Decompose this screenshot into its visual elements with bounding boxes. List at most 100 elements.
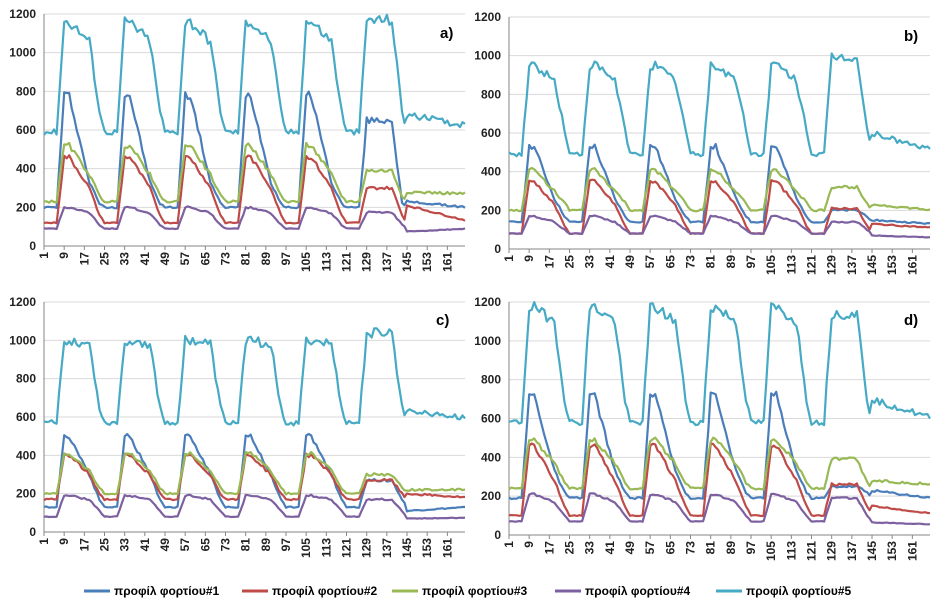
x-tick-label: 89	[724, 541, 738, 555]
series-line-1	[508, 142, 930, 225]
x-tick-label: 153	[420, 538, 434, 558]
x-tick-label: 97	[279, 538, 293, 552]
y-tick-label: 200	[481, 489, 501, 503]
x-tick-label: 41	[603, 255, 617, 269]
y-tick-label: 0	[29, 525, 36, 539]
panel-d: 0 200 400 600 800 1000 1200 1 9 17 25 33 41 49 57 65 73 8…	[474, 295, 931, 561]
x-tick-label: 121	[340, 252, 354, 272]
y-tick-label: 1000	[474, 49, 501, 63]
panel-label: a)	[440, 25, 453, 42]
x-tick-label: 17	[542, 541, 556, 555]
x-tick-label: 153	[420, 252, 434, 272]
legend-label: προφίλ φορτίου#1	[114, 584, 220, 598]
x-tick-label: 73	[219, 538, 233, 552]
x-tick-label: 49	[158, 538, 172, 552]
x-tick-label: 33	[118, 252, 132, 266]
series-line-2	[508, 178, 931, 235]
series-line-4	[43, 205, 466, 233]
x-tick-label: 145	[865, 541, 879, 561]
panel-label: c)	[436, 312, 449, 329]
y-tick-label: 1000	[9, 46, 36, 60]
x-tick-label: 49	[623, 541, 637, 555]
x-tick-label: 17	[542, 255, 556, 269]
y-tick-label: 400	[16, 448, 36, 462]
x-tick-label: 129	[825, 255, 839, 275]
x-tick-label: 137	[380, 538, 394, 558]
x-tick-label: 41	[603, 541, 617, 555]
x-tick-label: 137	[380, 252, 394, 272]
x-tick-label: 57	[178, 252, 192, 266]
x-tick-label: 113	[319, 538, 333, 558]
legend-label: προφίλ φορτίου#4	[585, 584, 691, 598]
x-tick-label: 17	[77, 538, 91, 552]
series-line-5	[508, 52, 931, 158]
x-tick-label: 17	[77, 252, 91, 266]
x-tick-label: 105	[299, 252, 313, 272]
x-tick-label: 81	[704, 255, 718, 269]
x-tick-label: 9	[522, 255, 536, 262]
y-tick-label: 600	[16, 410, 36, 424]
x-tick-label: 65	[663, 541, 677, 555]
x-tick-label: 137	[845, 255, 859, 275]
panel-label: d)	[904, 312, 918, 329]
series-line-4	[508, 492, 930, 526]
y-tick-label: 200	[16, 487, 36, 501]
y-tick-label: 600	[16, 123, 36, 137]
x-tick-label: 41	[138, 252, 152, 266]
x-tick-label: 145	[400, 252, 414, 272]
x-tick-label: 97	[744, 255, 758, 269]
series-line-4	[43, 493, 466, 520]
y-tick-label: 400	[481, 450, 501, 464]
x-tick-label: 89	[259, 538, 273, 552]
x-tick-label: 9	[522, 541, 536, 548]
series-line-2	[43, 452, 466, 502]
x-tick-label: 1	[502, 541, 516, 548]
y-tick-label: 200	[16, 200, 36, 214]
x-tick-label: 25	[98, 252, 112, 266]
x-tick-label: 105	[764, 255, 778, 275]
x-tick-label: 105	[764, 541, 778, 561]
series-line-4	[509, 214, 931, 239]
y-tick-label: 800	[16, 372, 36, 386]
x-tick-label: 49	[623, 255, 637, 269]
legend-label: προφίλ φορτίου#2	[272, 584, 378, 598]
x-tick-label: 81	[704, 541, 718, 555]
y-tick-label: 0	[29, 239, 36, 253]
x-tick-label: 129	[825, 541, 839, 561]
panel-b: 0 200 400 600 800 1000 1200 1 9 17 25 33 41 49 57 65 73 8…	[474, 10, 931, 275]
y-tick-label: 800	[481, 373, 501, 387]
x-tick-label: 81	[239, 538, 253, 552]
y-tick-label: 800	[16, 84, 36, 98]
x-tick-label: 57	[178, 538, 192, 552]
y-tick-label: 0	[494, 242, 501, 256]
x-tick-label: 97	[744, 541, 758, 555]
legend-item-2: προφίλ φορτίου#2	[242, 584, 378, 598]
x-tick-label: 97	[279, 252, 293, 266]
y-tick-label: 400	[481, 165, 501, 179]
x-tick-label: 121	[805, 541, 819, 561]
legend-label: προφίλ φορτίου#3	[422, 584, 528, 598]
x-tick-label: 113	[319, 252, 333, 272]
x-tick-label: 57	[643, 541, 657, 555]
x-tick-label: 25	[98, 538, 112, 552]
x-tick-label: 9	[57, 538, 71, 545]
y-tick-label: 1200	[474, 295, 501, 309]
y-tick-label: 1000	[474, 334, 501, 348]
x-tick-label: 65	[198, 538, 212, 552]
x-tick-label: 89	[724, 255, 738, 269]
series-line-3	[508, 166, 931, 213]
x-tick-label: 161	[440, 538, 454, 558]
x-tick-label: 73	[684, 541, 698, 555]
y-tick-label: 1200	[474, 10, 501, 24]
y-tick-label: 200	[481, 203, 501, 217]
x-tick-label: 161	[905, 255, 919, 275]
x-tick-label: 129	[360, 252, 374, 272]
series-line-5	[508, 301, 931, 427]
x-tick-label: 57	[643, 255, 657, 269]
x-tick-label: 33	[583, 541, 597, 555]
x-tick-label: 145	[400, 538, 414, 558]
x-tick-label: 81	[239, 252, 253, 266]
series-line-3	[508, 436, 931, 491]
y-tick-label: 600	[481, 412, 501, 426]
series-line-1	[508, 390, 931, 501]
